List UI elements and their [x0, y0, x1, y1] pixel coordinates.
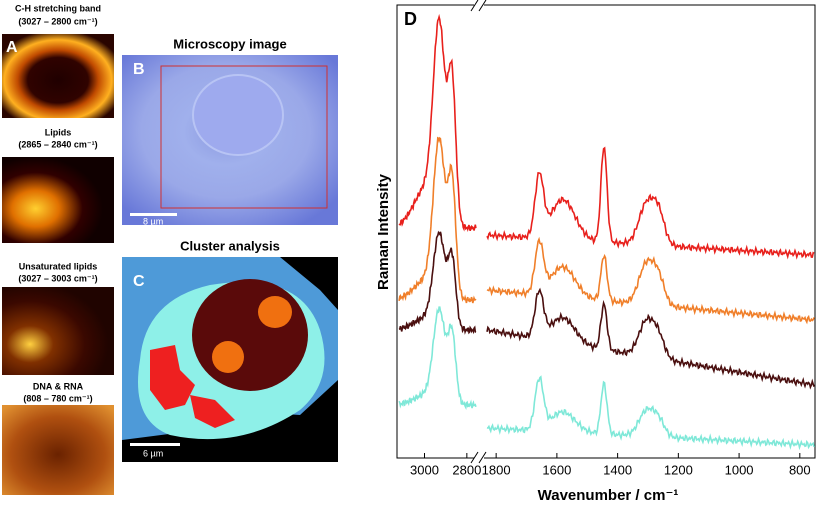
cluster-nucleolus [258, 296, 292, 328]
spectrum [398, 306, 477, 410]
spectra [398, 13, 815, 451]
axis-break [474, 0, 484, 12]
cluster-lipid [190, 395, 235, 428]
plot-frame [396, 4, 816, 459]
panel-letter: B [133, 61, 145, 78]
map-title: DNA & RNA [33, 381, 84, 391]
cluster-bg [280, 257, 338, 310]
heatmap [2, 287, 114, 375]
cluster-nucleolus [212, 341, 244, 373]
nucleus [192, 74, 284, 156]
map-title: Lipids [45, 127, 72, 137]
map-title: C-H stretching band [15, 3, 101, 13]
y-axis-label: Raman Intensity [375, 173, 392, 290]
x-tick-label: 1200 [664, 462, 693, 477]
map-range: (2865 – 2840 cm⁻¹) [18, 139, 97, 149]
x-tick-label: 1400 [603, 462, 632, 477]
x-tick-label: 1000 [725, 462, 754, 477]
cluster-map [122, 257, 338, 462]
spectrum [398, 230, 477, 335]
roi [160, 65, 328, 209]
panel-title: Cluster analysis [180, 238, 280, 253]
scale-bar [130, 443, 180, 446]
panel-letter: A [6, 39, 18, 56]
panel-title: Microscopy image [173, 36, 286, 51]
axis-break [474, 452, 484, 464]
spectrum [486, 146, 815, 260]
x-tick-label: 1600 [542, 462, 571, 477]
x-tick-label: 3000 [410, 462, 439, 477]
panel-letter: C [133, 273, 145, 290]
x-tick-label: 1800 [482, 462, 511, 477]
panel-letter: D [404, 9, 417, 29]
break-marks [470, 0, 487, 464]
map-range: (3027 – 3003 cm⁻¹) [18, 273, 97, 283]
heatmap [2, 405, 114, 495]
spectrum [398, 13, 477, 233]
spectrum [486, 287, 815, 390]
x-tick-label: 2800 [452, 462, 481, 477]
spectrum [398, 136, 477, 304]
cluster-nucleus [192, 279, 308, 391]
spectrum [486, 375, 815, 451]
cluster-lipid [150, 345, 195, 410]
spectrum [486, 236, 815, 325]
map-range: (3027 – 2800 cm⁻¹) [18, 16, 97, 26]
map-title: Unsaturated lipids [19, 261, 98, 271]
map-range: (808 – 780 cm⁻¹) [23, 393, 92, 403]
x-tick-label: 800 [789, 462, 811, 477]
scale-label: 6 µm [143, 448, 163, 458]
scale-bar [130, 213, 177, 216]
x-axis-label: Wavenumber / cm⁻¹ [538, 487, 679, 504]
scale-label: 8 µm [143, 216, 163, 226]
heatmap [2, 34, 114, 118]
heatmap [2, 157, 114, 243]
